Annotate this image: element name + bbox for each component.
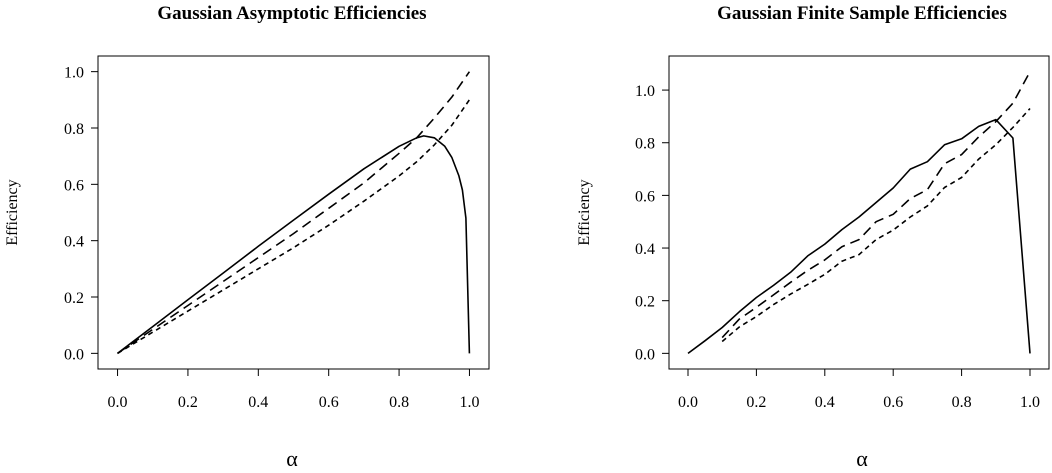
- y-tick-label: 0.2: [635, 294, 655, 311]
- x-tick-label: 0.4: [815, 394, 835, 411]
- x-axis-label: α: [856, 446, 868, 471]
- y-axis-label: Efficiency: [576, 179, 593, 245]
- x-tick-label: 1.0: [1020, 394, 1040, 411]
- y-axis-label: Efficiency: [4, 179, 21, 245]
- y-tick-label: 0.0: [64, 346, 84, 363]
- x-tick-label: 0.2: [746, 394, 766, 411]
- series-line-dashed: [117, 71, 471, 355]
- chart-title: Gaussian Asymptotic Efficiencies: [157, 3, 426, 24]
- panel-asymptotic: Gaussian Asymptotic Efficiencies 0.0 0.2 0.…: [4, 3, 490, 471]
- x-tick-label: 0.8: [952, 394, 972, 411]
- y-tick-label: 1.0: [635, 83, 655, 100]
- x-tick-label: 0.2: [178, 394, 198, 411]
- x-tick-label: 0.8: [389, 394, 409, 411]
- chart-title: Gaussian Finite Sample Efficiencies: [717, 3, 1007, 24]
- series-line-dotted: [721, 107, 1031, 343]
- x-tick-label: 0.6: [883, 394, 903, 411]
- y-tick-label: 0.8: [64, 121, 84, 138]
- y-tick-label: 0.8: [635, 136, 655, 153]
- y-tick-label: 0.4: [64, 234, 84, 251]
- x-tick-label: 0.4: [248, 394, 268, 411]
- y-tick-label: 1.0: [64, 65, 84, 82]
- x-tick-label: 1.0: [459, 394, 479, 411]
- series-line-dashed: [721, 71, 1031, 339]
- y-tick-label: 0.6: [64, 177, 84, 194]
- x-tick-label: 0.6: [319, 394, 339, 411]
- x-axis-label: α: [286, 446, 298, 471]
- y-tick-label: 0.2: [64, 290, 84, 307]
- series-line-solid: [687, 118, 1031, 355]
- plot-frame: [668, 55, 1050, 370]
- x-tick-label: 0.0: [108, 394, 128, 411]
- y-tick-label: 0.6: [635, 188, 655, 205]
- y-tick-label: 0.4: [635, 241, 655, 258]
- plot-frame: [97, 55, 490, 370]
- panel-finite-sample: Gaussian Finite Sample Efficiencies 0.0 0.…: [576, 3, 1050, 471]
- series-line-solid: [117, 135, 471, 355]
- x-tick-label: 0.0: [678, 394, 698, 411]
- y-tick-label: 0.0: [635, 346, 655, 363]
- series-line-dotted: [117, 99, 471, 355]
